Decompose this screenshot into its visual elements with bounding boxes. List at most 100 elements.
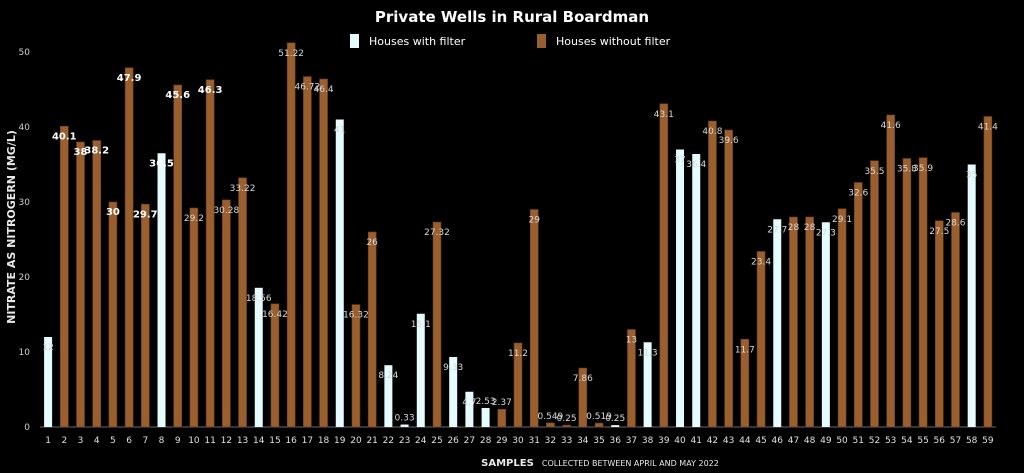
data-label: 35.8 [897, 165, 917, 175]
x-tick-label: 33 [561, 436, 572, 446]
data-label: 41.6 [881, 121, 901, 131]
bar-without-filter [918, 157, 928, 428]
x-tick-label: 37 [626, 436, 637, 446]
data-label: 47.9 [117, 73, 142, 84]
data-label: 8.24 [378, 371, 398, 381]
x-tick-label: 39 [658, 436, 670, 446]
chart-title: Private Wells in Rural Boardman [375, 8, 649, 26]
data-label: 38.2 [84, 146, 109, 157]
bar-without-filter [497, 408, 507, 428]
data-label: 29.2 [184, 214, 204, 224]
data-label: 27.5 [929, 227, 949, 237]
bar-with-filter [967, 164, 976, 427]
data-label: 41 [334, 126, 345, 136]
x-tick-label: 54 [901, 436, 913, 446]
bar-without-filter [562, 424, 571, 428]
x-tick-label: 13 [237, 436, 248, 446]
bar-without-filter [756, 251, 766, 428]
bar-without-filter [529, 209, 539, 428]
x-tick-label: 24 [415, 436, 427, 446]
x-tick-label: 29 [496, 436, 508, 446]
x-tick-label: 1 [45, 436, 51, 446]
x-tick-label: 5 [110, 436, 116, 446]
chart-legend: Houses with filter Houses without filter [350, 34, 671, 48]
bar-with-filter [465, 391, 474, 427]
y-tick-label: 40 [19, 123, 31, 133]
bar-without-filter [708, 120, 717, 428]
data-label: 29 [528, 216, 540, 226]
x-tick-label: 18 [318, 436, 330, 446]
x-tick-label: 8 [159, 436, 165, 446]
y-tick-label: 0 [24, 423, 30, 433]
data-label: 43.1 [654, 110, 674, 120]
bar-with-filter [481, 408, 490, 427]
data-label: 27.7 [767, 225, 787, 235]
bar-without-filter [189, 207, 199, 428]
x-tick-label: 6 [126, 436, 132, 446]
x-tick-label: 28 [480, 436, 492, 446]
x-tick-label: 11 [204, 436, 215, 446]
x-tick-label: 58 [966, 436, 978, 446]
x-tick-label: 40 [674, 436, 686, 446]
bar-without-filter [594, 422, 604, 428]
bar-with-filter [643, 342, 652, 427]
data-label: 12 [42, 343, 53, 353]
data-label: 35.9 [913, 164, 933, 174]
data-label: 36.4 [686, 160, 706, 170]
x-tick-label: 44 [739, 436, 751, 446]
x-tick-label: 56 [934, 436, 946, 446]
data-label: 32.6 [848, 189, 868, 199]
x-tick-label: 41 [691, 436, 702, 446]
bar-without-filter [124, 67, 134, 428]
x-tick-label: 32 [545, 436, 556, 446]
x-tick-label: 7 [142, 436, 148, 446]
data-label: 41.4 [978, 123, 998, 133]
y-tick-label: 10 [19, 348, 31, 358]
x-tick-label: 23 [399, 436, 410, 446]
data-label: 46.4 [314, 85, 334, 95]
data-label: 9.33 [443, 363, 463, 373]
x-tick-label: 20 [350, 436, 362, 446]
x-tick-label: 50 [836, 436, 848, 446]
data-label: 28 [788, 223, 800, 233]
x-tick-label: 45 [755, 436, 766, 446]
data-label: 26 [366, 238, 378, 248]
data-label: 28.6 [945, 219, 965, 229]
bar-without-filter [76, 141, 85, 428]
data-label: 18.56 [246, 294, 272, 304]
data-label: 36.5 [149, 158, 174, 169]
bar-without-filter [724, 129, 733, 428]
x-tick-label: 4 [94, 436, 100, 446]
x-tick-label: 31 [528, 436, 539, 446]
bar-without-filter [286, 42, 296, 428]
y-axis-label: NITRATE AS NITROGERN (MG/L) [5, 130, 18, 324]
legend-label-with-filter: Houses with filter [369, 35, 466, 48]
bar-with-filter [400, 424, 409, 427]
bar-with-filter [44, 337, 53, 427]
bar-without-filter [805, 216, 814, 428]
data-label: 28 [804, 223, 816, 233]
data-label: 0.33 [395, 414, 415, 424]
data-label: 27.3 [816, 228, 836, 238]
data-label: 30 [106, 207, 120, 218]
x-axis-label-main: SAMPLES [481, 458, 534, 469]
data-label: 39.6 [719, 136, 739, 146]
bar-without-filter [870, 160, 879, 428]
data-label: 0.519 [586, 412, 612, 422]
x-tick-label: 16 [285, 436, 297, 446]
data-label: 46.72 [294, 83, 320, 93]
x-tick-label: 10 [188, 436, 200, 446]
bar-with-filter [449, 357, 458, 427]
x-tick-label: 35 [593, 436, 604, 446]
bar-without-filter [934, 220, 944, 428]
bar-with-filter [416, 313, 425, 427]
x-tick-label: 17 [302, 436, 313, 446]
legend-swatch-with-filter [350, 34, 359, 48]
data-label: 40.1 [52, 131, 77, 142]
bar-without-filter [513, 342, 523, 428]
x-tick-label: 25 [431, 436, 442, 446]
data-label: 15.1 [411, 320, 431, 330]
x-tick-label: 51 [853, 436, 864, 446]
